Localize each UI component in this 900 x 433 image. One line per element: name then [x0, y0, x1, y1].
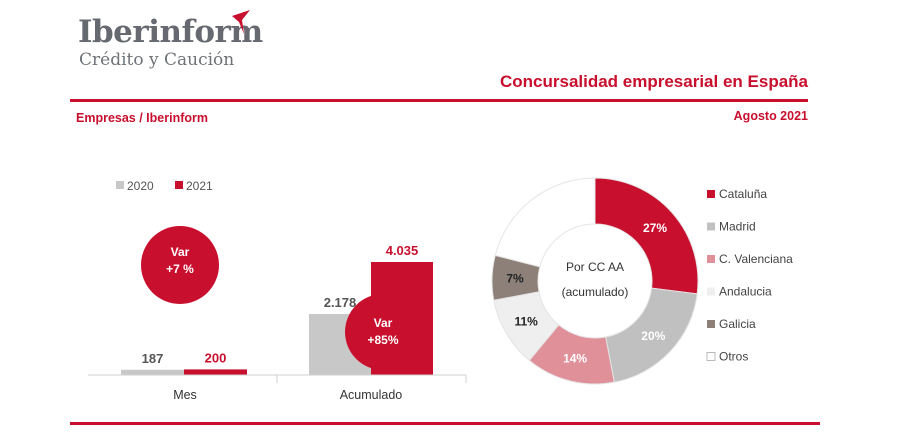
slice-value-label: 7%	[506, 271, 524, 285]
slice-otros	[494, 177, 596, 268]
bar-value-label: 200	[205, 350, 227, 365]
donut-center-title: Por CC AA	[566, 260, 624, 274]
legend-label: Madrid	[719, 220, 756, 234]
donut-center-subtitle: (acumulado)	[562, 285, 629, 299]
legend-label: Cataluña	[719, 187, 767, 201]
plane-logo-icon	[232, 10, 250, 34]
bar-2021-mes	[184, 369, 247, 375]
legend-swatch	[707, 190, 715, 198]
legend-swatch	[707, 320, 715, 328]
variation-value: +85%	[367, 333, 398, 347]
legend-swatch	[706, 352, 716, 361]
variation-label: Var	[374, 316, 393, 330]
variation-value: +7 %	[166, 262, 194, 276]
variation-bubble-mes	[141, 226, 219, 304]
slice-value-label: 20%	[641, 329, 665, 343]
date-label: Agosto 2021	[733, 109, 808, 123]
legend-label: Otros	[719, 350, 748, 364]
x-tick-label: Mes	[173, 388, 197, 402]
bar-2020-mes	[121, 369, 184, 375]
brand-subtitle: Crédito y Caución	[79, 50, 235, 70]
variation-bubble-acumulado	[345, 294, 421, 370]
legend-label: C. Valenciana	[719, 252, 793, 266]
legend-swatch-2021	[175, 181, 183, 189]
legend-swatch	[707, 255, 715, 263]
slice-value-label: 14%	[563, 351, 587, 365]
bar-value-label: 2.178	[324, 295, 357, 310]
top-divider	[70, 99, 808, 102]
brand-name: Iberinform	[78, 14, 263, 50]
legend-label-2020: 2020	[127, 179, 154, 193]
bar-chart: 2020 2021 187 200 2.178 4.035 Mes Acumulado…	[88, 179, 467, 402]
source-label: Empresas / Iberinform	[76, 111, 208, 125]
slice-value-label: 11%	[514, 315, 538, 329]
slice-value-label: 27%	[643, 221, 667, 235]
legend-swatch	[707, 287, 715, 296]
variation-label: Var	[171, 245, 190, 259]
bar-value-label: 187	[142, 351, 164, 366]
donut-chart: 27% 20% 14% 11% 7% Por CC AA (acumulado) Cat…	[491, 177, 793, 385]
report-title: Concursalidad empresarial en España	[499, 72, 808, 91]
legend-label: Andalucia	[719, 285, 772, 299]
bottom-divider	[70, 422, 820, 425]
legend-swatch	[707, 222, 715, 231]
legend-label: Galicia	[719, 317, 756, 331]
legend-swatch-2020	[116, 181, 124, 189]
legend-label-2021: 2021	[186, 179, 213, 193]
x-tick-label: Acumulado	[340, 388, 403, 402]
slice-cataluña	[594, 177, 699, 295]
bar-value-label: 4.035	[386, 243, 419, 258]
